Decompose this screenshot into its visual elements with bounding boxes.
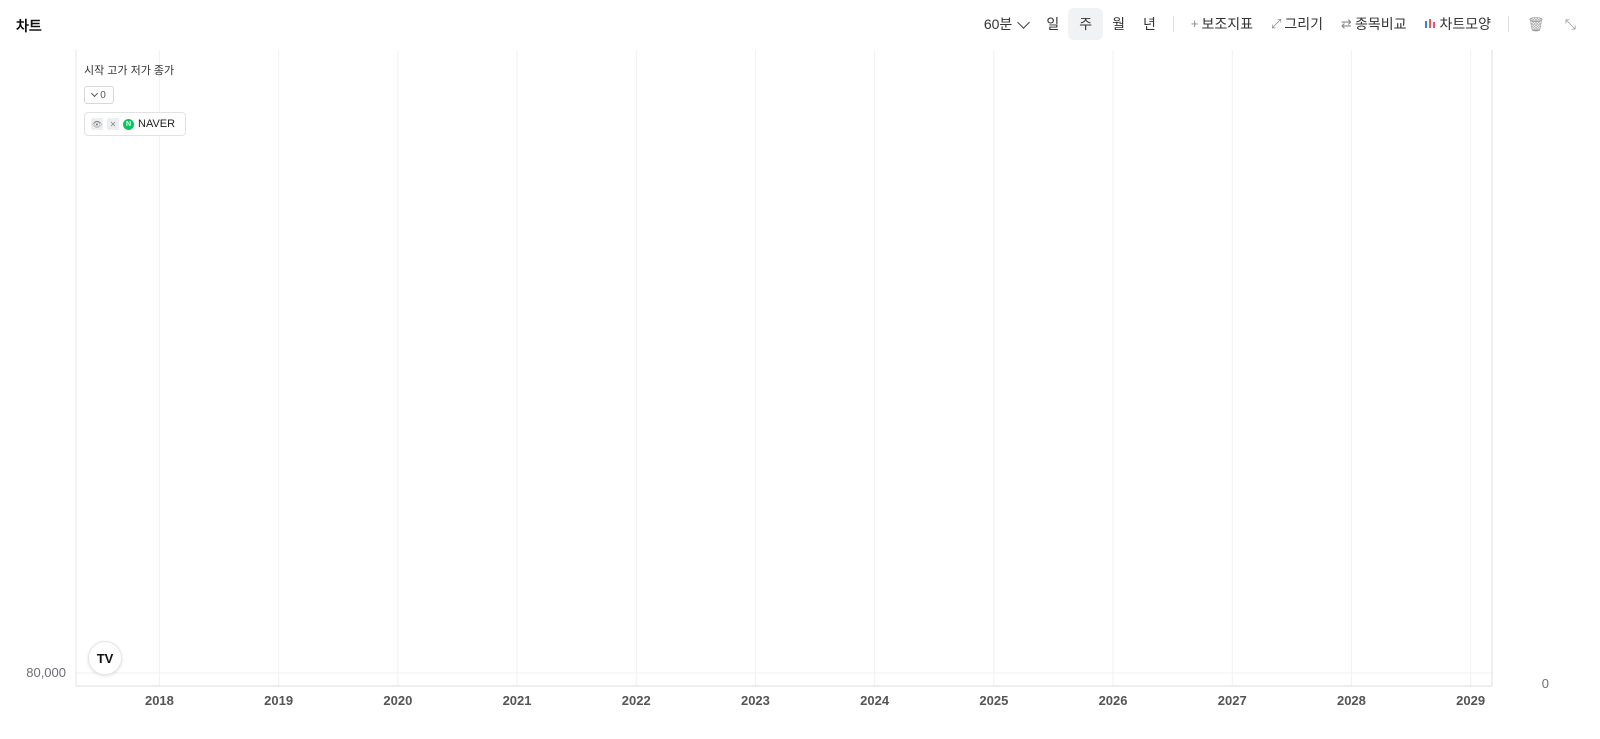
period-year-tab[interactable]: 년	[1142, 16, 1156, 32]
collapse-icon[interactable]: ⤡	[1564, 15, 1576, 32]
grid-lines	[76, 50, 1492, 686]
compare-symbol-name: NAVER	[138, 118, 176, 130]
indicator-label: 보조지표	[1201, 16, 1253, 32]
page-title: 차트	[16, 18, 42, 34]
x-axis-tick-label: 2019	[264, 693, 293, 708]
chart-legend: 시작 고가 저가 종가 0 👁 ✕ N NAVER	[84, 62, 186, 136]
top-bar: 차트 60분 일 주 월 년 + 보조지표 ⤢ 그리기 ⇄ 종목비교	[0, 0, 1600, 50]
period-week-tab[interactable]: 주	[1068, 8, 1104, 40]
left-axis-tick-label: 80,000	[26, 665, 66, 680]
tradingview-logo-icon[interactable]: TV	[88, 641, 122, 675]
x-axis-tick-label: 2025	[979, 693, 1008, 708]
period-day-tab[interactable]: 일	[1046, 16, 1060, 32]
x-axis-tick-label: 2018	[145, 693, 174, 708]
legend-collapse-button[interactable]: 0	[84, 86, 114, 104]
chart-style-label: 차트모양	[1439, 16, 1492, 32]
toolbar-divider	[1508, 16, 1510, 32]
chevron-down-icon	[91, 89, 99, 98]
draw-label: 그리기	[1284, 16, 1324, 32]
x-axis-tick-label: 2029	[1456, 693, 1485, 708]
toolbar-divider	[1172, 16, 1174, 32]
right-axis-tick-label: 0	[1542, 676, 1549, 691]
x-axis-tick-label: 2026	[1099, 693, 1128, 708]
chart-toolbar: 60분 일 주 월 년 + 보조지표 ⤢ 그리기 ⇄ 종목비교 차트모양	[975, 8, 1586, 40]
chart-style-button[interactable]: 차트모양	[1415, 8, 1500, 40]
indicator-button[interactable]: + 보조지표	[1182, 8, 1262, 40]
draw-button[interactable]: ⤢ 그리기	[1262, 8, 1332, 40]
compare-label: 종목비교	[1354, 16, 1407, 32]
legend-collapse-count: 0	[100, 89, 106, 101]
compare-symbol-chip[interactable]: 👁 ✕ N NAVER	[84, 112, 186, 136]
pencil-icon: ⤢	[1271, 16, 1282, 31]
compare-arrows-icon: ⇄	[1341, 16, 1352, 31]
period-month-tab[interactable]: 월	[1112, 16, 1125, 32]
compare-button[interactable]: ⇄ 종목비교	[1332, 8, 1415, 40]
interval-select[interactable]: 60분	[975, 8, 1037, 40]
plus-icon: +	[1190, 16, 1199, 31]
x-axis-tick-label: 2022	[622, 693, 651, 708]
x-axis-tick-label: 2021	[503, 693, 532, 708]
x-axis-tick-label: 2028	[1337, 693, 1366, 708]
x-axis-tick-label: 2027	[1218, 693, 1247, 708]
x-axis-tick-label: 2023	[741, 693, 770, 708]
remove-icon[interactable]: ✕	[107, 118, 119, 130]
interval-label: 60분	[983, 16, 1013, 32]
naver-logo-icon: N	[123, 118, 134, 130]
trash-icon[interactable]: 🗑	[1527, 15, 1545, 32]
visibility-toggle-icon[interactable]: 👁	[91, 118, 103, 130]
ohlc-labels: 시작 고가 저가 종가	[84, 65, 175, 77]
candle-style-icon	[1425, 19, 1436, 28]
x-axis-tick-label: 2020	[383, 693, 412, 708]
x-axis-tick-label: 2024	[860, 693, 890, 708]
